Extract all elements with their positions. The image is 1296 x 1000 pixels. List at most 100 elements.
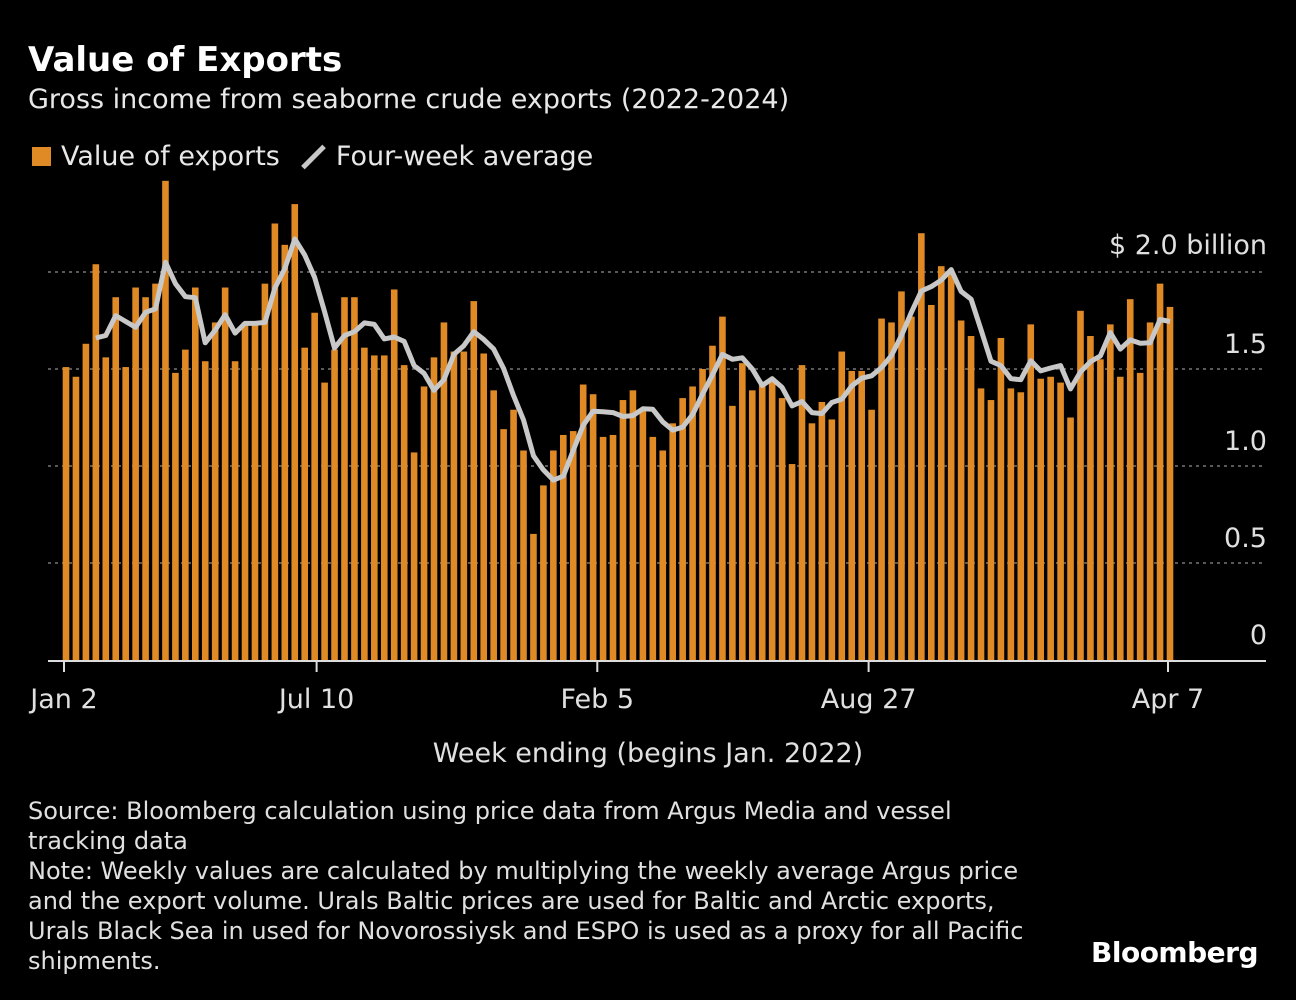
bar <box>748 390 756 660</box>
bar <box>679 398 686 660</box>
bar <box>122 367 129 660</box>
bar <box>758 382 766 660</box>
bar <box>898 291 905 660</box>
bar <box>629 390 637 660</box>
y-tick-label: 1.5 <box>1224 329 1267 360</box>
bar <box>1007 388 1015 660</box>
bar <box>868 409 875 660</box>
bar <box>182 349 189 660</box>
bar <box>589 394 597 660</box>
bar <box>301 347 309 660</box>
bar <box>132 287 139 660</box>
bar <box>530 533 537 660</box>
bar <box>1097 359 1104 660</box>
bar <box>1087 336 1094 660</box>
bar <box>152 283 159 660</box>
chart-plot: 0 0.5 1.0 1.5 $ 2.0 billion Jan 2 Jul 10 Feb 5 A… <box>28 180 1267 715</box>
bar <box>927 304 935 660</box>
bar <box>500 429 507 660</box>
bar <box>808 423 816 660</box>
bar <box>1037 378 1045 660</box>
bar <box>659 450 667 660</box>
bar <box>1166 306 1174 660</box>
bar <box>768 378 776 660</box>
bar <box>460 351 468 660</box>
bar <box>510 409 517 660</box>
bar <box>947 273 955 660</box>
chart-subtitle: Gross income from seaborne crude exports… <box>28 84 790 115</box>
bar <box>92 264 100 660</box>
x-tick-label: Jul 10 <box>277 684 355 715</box>
x-tick-label: Aug 27 <box>821 684 917 715</box>
bar <box>291 204 299 660</box>
legend-label-exports: Value of exports <box>61 141 280 172</box>
notes: Source: Bloomberg calculation using pric… <box>28 796 1028 976</box>
bar <box>1107 324 1114 660</box>
bar <box>967 336 975 660</box>
source-note: Source: Bloomberg calculation using pric… <box>28 797 952 855</box>
bar <box>1017 392 1025 660</box>
bar <box>1027 324 1035 660</box>
bar <box>390 289 398 660</box>
bloomberg-logo: Bloomberg <box>1091 936 1258 969</box>
bar <box>172 372 179 660</box>
bar <box>221 287 229 660</box>
bar <box>1067 417 1074 660</box>
bar <box>281 244 289 660</box>
x-tick-label: Apr 7 <box>1132 684 1204 715</box>
bar <box>201 361 209 660</box>
bar <box>410 452 418 660</box>
bar <box>709 345 716 660</box>
bar <box>569 431 577 660</box>
bar <box>380 355 388 660</box>
bar <box>838 351 846 660</box>
bar <box>311 312 318 660</box>
bar <box>331 349 338 660</box>
four-week-average-line <box>95 236 1171 483</box>
bar <box>699 369 706 660</box>
bar <box>251 322 259 660</box>
bar <box>848 370 856 660</box>
bar <box>788 464 796 660</box>
bar <box>102 357 110 660</box>
bar <box>231 361 239 660</box>
legend-label-average: Four-week average <box>335 141 594 172</box>
bar <box>351 297 358 660</box>
bar <box>888 322 895 660</box>
bar <box>739 363 746 660</box>
bar <box>321 382 328 660</box>
bar <box>937 266 945 660</box>
y-tick-label: 1.0 <box>1224 426 1267 457</box>
bar <box>619 400 627 660</box>
bar <box>609 434 617 660</box>
x-axis-label: Week ending (begins Jan. 2022) <box>432 738 864 769</box>
bar <box>1077 310 1084 660</box>
bar <box>878 318 885 660</box>
bar <box>1057 382 1064 660</box>
bar <box>540 485 547 660</box>
bar <box>599 436 607 660</box>
bar <box>261 283 269 660</box>
x-tick-label: Feb 5 <box>560 684 634 715</box>
bar <box>828 419 836 660</box>
bar <box>559 434 567 660</box>
bar <box>271 223 279 660</box>
x-tick-label: Jan 2 <box>28 684 97 715</box>
bar <box>490 390 497 660</box>
bar <box>430 357 438 660</box>
bar <box>550 450 557 660</box>
bar <box>1146 322 1154 660</box>
y-tick-label: $ 2.0 billion <box>1109 230 1267 261</box>
bar <box>440 322 448 660</box>
bar <box>818 401 826 660</box>
bar <box>371 355 378 660</box>
bar <box>420 386 428 660</box>
bar <box>1136 372 1144 660</box>
bar <box>361 347 368 660</box>
bar <box>450 351 458 660</box>
bar <box>669 423 677 660</box>
bar <box>908 316 915 660</box>
bar <box>480 353 488 660</box>
bar <box>520 450 527 660</box>
bar <box>579 384 587 660</box>
